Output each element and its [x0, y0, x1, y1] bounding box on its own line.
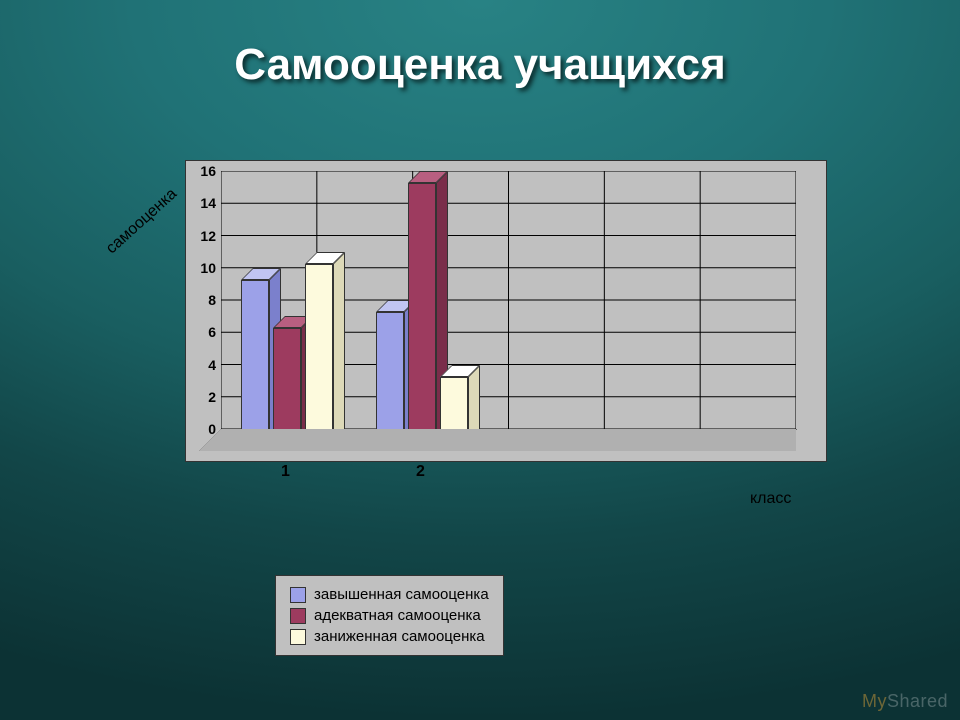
slide-title: Самооценка учащихся — [0, 40, 960, 90]
bar-1-adeq — [273, 328, 301, 441]
y-tick: 10 — [186, 260, 216, 276]
legend-item-adeq: адекватная самооценка — [290, 605, 489, 626]
legend-item-high: завышенная самооценка — [290, 584, 489, 605]
y-axis-label: самооценка — [103, 185, 181, 258]
y-tick: 0 — [186, 421, 216, 437]
y-tick: 4 — [186, 357, 216, 373]
legend-swatch-low — [290, 629, 306, 645]
y-tick: 8 — [186, 292, 216, 308]
plot-floor — [221, 429, 796, 451]
x-tick: 2 — [416, 463, 425, 481]
legend-label-adeq: адекватная самооценка — [314, 605, 481, 626]
y-tick: 16 — [186, 163, 216, 179]
y-tick: 14 — [186, 195, 216, 211]
legend-swatch-high — [290, 587, 306, 603]
legend: завышенная самооценка адекватная самооце… — [275, 575, 504, 656]
chart-panel: 024681012141612 — [185, 160, 827, 462]
y-tick: 12 — [186, 228, 216, 244]
x-axis-label: класс — [750, 490, 791, 508]
plot-area — [221, 171, 796, 429]
bar-2-adeq — [408, 183, 436, 441]
legend-label-high: завышенная самооценка — [314, 584, 489, 605]
y-tick: 2 — [186, 389, 216, 405]
bar-2-high — [376, 312, 404, 441]
legend-swatch-adeq — [290, 608, 306, 624]
bar-1-high — [241, 280, 269, 441]
y-tick: 6 — [186, 324, 216, 340]
legend-item-low: заниженная самооценка — [290, 626, 489, 647]
legend-label-low: заниженная самооценка — [314, 626, 485, 647]
watermark: MyShared — [862, 691, 948, 712]
x-tick: 1 — [281, 463, 290, 481]
bar-1-low — [305, 264, 333, 441]
